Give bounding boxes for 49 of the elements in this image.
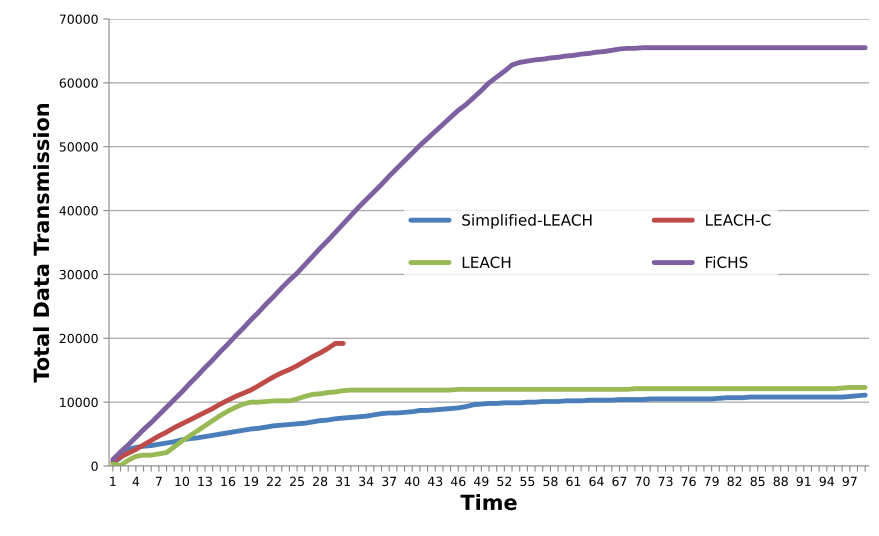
x-tick-label: 16	[221, 476, 236, 486]
x-tick-label: 94	[820, 476, 834, 486]
x-tick-label: 22	[267, 476, 281, 486]
x-tick-label: 4	[132, 476, 140, 486]
x-tick-label: 76	[682, 476, 696, 486]
x-tick-label: 19	[244, 476, 258, 486]
legend-label: FiCHS	[706, 256, 748, 268]
x-tick-label: 31	[336, 476, 350, 486]
x-tick-label: 61	[566, 476, 580, 486]
x-tick-label: 46	[450, 476, 466, 486]
line-series	[110, 340, 346, 464]
x-tick-label: 37	[382, 476, 396, 486]
y-tick-label: 10000	[60, 398, 98, 408]
x-tick-label: 10	[175, 476, 190, 486]
x-tick-label: 13	[198, 476, 212, 486]
x-tick-label: 64	[589, 476, 604, 486]
y-tick-label: 40000	[59, 206, 98, 216]
x-tick-label: 67	[612, 476, 626, 486]
x-tick-label: 43	[428, 476, 442, 486]
x-tick-label: 70	[636, 476, 650, 486]
y-tick-label: 60000	[60, 78, 98, 88]
x-tick-label: 82	[728, 476, 742, 486]
legend-label: LEACH	[462, 256, 510, 268]
x-tick-label: 49	[474, 476, 488, 486]
x-tick-label: 7	[156, 476, 162, 486]
line-series	[110, 45, 868, 462]
x-tick-label: 40	[404, 476, 420, 486]
x-tick-label: 91	[796, 476, 811, 486]
x-axis-title: Time	[460, 494, 517, 510]
x-tick-label: 88	[774, 476, 788, 486]
y-axis-title: Total Data Transmission	[33, 104, 50, 383]
x-tick-label: 25	[290, 476, 304, 486]
x-tick-label: 28	[313, 476, 328, 486]
y-tick-label: 70000	[60, 14, 98, 24]
x-tick-label: 73	[658, 476, 673, 486]
x-tick-label: 1	[110, 476, 116, 486]
legend-label: Simplified-LEACH	[462, 214, 592, 229]
x-tick-label: 85	[750, 476, 765, 486]
y-tick-label: 30000	[60, 270, 98, 280]
x-tick-label: 34	[359, 476, 374, 486]
x-tick-label: 55	[520, 476, 534, 486]
x-tick-label: 52	[497, 476, 512, 486]
y-tick-label: 0	[91, 461, 98, 471]
x-tick-label: 97	[842, 476, 857, 486]
legend-label: LEACH-C	[706, 214, 770, 226]
y-tick-label: 50000	[60, 142, 98, 152]
x-tick-label: 79	[704, 476, 719, 486]
y-tick-label: 20000	[60, 334, 98, 344]
x-tick-label: 58	[543, 476, 558, 486]
